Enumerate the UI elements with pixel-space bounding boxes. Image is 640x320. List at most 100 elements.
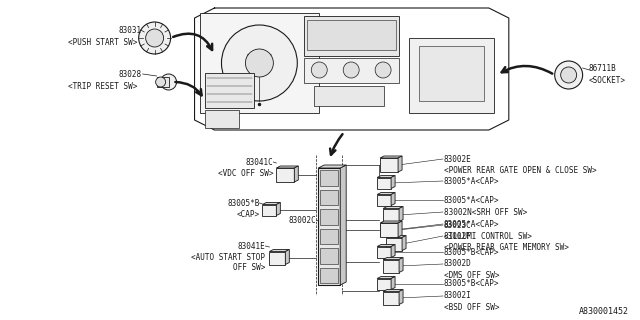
Bar: [205, 110, 239, 128]
Circle shape: [139, 22, 171, 54]
FancyArrowPatch shape: [502, 66, 552, 74]
Bar: [269, 252, 285, 265]
Polygon shape: [383, 258, 403, 260]
Text: <DMS OFF SW>: <DMS OFF SW>: [444, 270, 499, 279]
Bar: [383, 292, 399, 305]
FancyArrowPatch shape: [330, 134, 342, 155]
Text: 83023C: 83023C: [444, 220, 472, 229]
Circle shape: [161, 74, 177, 90]
Bar: [304, 16, 399, 56]
Polygon shape: [402, 236, 406, 251]
Circle shape: [146, 29, 164, 47]
Bar: [320, 170, 338, 186]
Bar: [419, 46, 484, 101]
Polygon shape: [398, 156, 402, 172]
Polygon shape: [318, 165, 346, 168]
Text: <POWER REAR GATE MEMORY SW>: <POWER REAR GATE MEMORY SW>: [444, 243, 569, 252]
Bar: [205, 73, 255, 108]
Polygon shape: [391, 276, 395, 290]
Bar: [377, 195, 391, 205]
Bar: [377, 246, 391, 258]
Text: <TRIP RESET SW>: <TRIP RESET SW>: [68, 82, 138, 91]
Bar: [320, 268, 338, 283]
Text: <CAP>: <CAP>: [236, 210, 259, 219]
Bar: [276, 168, 294, 182]
Polygon shape: [391, 244, 395, 258]
Bar: [320, 248, 338, 263]
Text: 83002E: 83002E: [444, 155, 472, 164]
Text: 83005*A<CAP>: 83005*A<CAP>: [444, 220, 499, 228]
Circle shape: [311, 62, 327, 78]
Text: <SOCKET>: <SOCKET>: [589, 76, 626, 84]
Bar: [386, 237, 402, 251]
Text: 83005*B<CAP>: 83005*B<CAP>: [444, 247, 499, 257]
FancyArrowPatch shape: [173, 34, 212, 50]
Text: 83041E: 83041E: [237, 242, 266, 251]
Circle shape: [375, 62, 391, 78]
Polygon shape: [276, 203, 280, 215]
Text: 83005*B: 83005*B: [227, 198, 259, 207]
Bar: [380, 158, 398, 172]
Bar: [200, 13, 319, 113]
Polygon shape: [380, 156, 402, 158]
Bar: [320, 209, 338, 225]
Bar: [377, 178, 391, 188]
Polygon shape: [377, 276, 395, 278]
Polygon shape: [399, 290, 403, 305]
Text: OFF SW>: OFF SW>: [233, 262, 266, 271]
Polygon shape: [262, 203, 280, 204]
Circle shape: [245, 49, 273, 77]
Polygon shape: [383, 206, 403, 209]
Text: 83005*A<CAP>: 83005*A<CAP>: [444, 177, 499, 186]
Text: A830001452: A830001452: [579, 308, 628, 316]
Bar: [409, 38, 494, 113]
Polygon shape: [377, 193, 395, 195]
Bar: [304, 58, 399, 83]
Text: <BSD OFF SW>: <BSD OFF SW>: [444, 302, 499, 311]
Polygon shape: [399, 206, 403, 221]
Circle shape: [555, 61, 582, 89]
Bar: [320, 189, 338, 205]
Text: 83002I: 83002I: [444, 292, 472, 300]
Polygon shape: [380, 221, 402, 223]
Text: 83031: 83031: [118, 26, 141, 35]
Text: 83002N<SRH OFF SW>: 83002N<SRH OFF SW>: [444, 207, 527, 217]
Circle shape: [221, 25, 298, 101]
Polygon shape: [399, 258, 403, 273]
Bar: [377, 278, 391, 290]
Polygon shape: [377, 175, 395, 178]
Polygon shape: [394, 222, 398, 236]
Polygon shape: [391, 193, 395, 205]
Bar: [307, 20, 396, 50]
Circle shape: [561, 67, 577, 83]
Bar: [157, 77, 168, 87]
Bar: [380, 223, 398, 237]
Circle shape: [156, 77, 166, 87]
Polygon shape: [383, 290, 403, 292]
Bar: [383, 209, 399, 221]
Polygon shape: [391, 175, 395, 188]
Polygon shape: [380, 222, 398, 225]
Text: <VDC OFF SW>: <VDC OFF SW>: [218, 169, 273, 178]
Polygon shape: [276, 166, 298, 168]
Text: 83002F: 83002F: [444, 231, 472, 241]
Circle shape: [343, 62, 359, 78]
Text: 83005*B<CAP>: 83005*B<CAP>: [444, 279, 499, 289]
Text: 83005*A<CAP>: 83005*A<CAP>: [444, 196, 499, 204]
Text: <PUSH START SW>: <PUSH START SW>: [68, 37, 138, 46]
Text: <ILLUMI CONTROL SW>: <ILLUMI CONTROL SW>: [444, 231, 532, 241]
Text: 86711B: 86711B: [589, 63, 616, 73]
Bar: [320, 228, 338, 244]
Polygon shape: [340, 165, 346, 285]
FancyArrowPatch shape: [175, 82, 202, 95]
Polygon shape: [377, 244, 395, 246]
Bar: [380, 225, 394, 236]
Polygon shape: [386, 236, 406, 237]
Bar: [318, 168, 340, 285]
Polygon shape: [294, 166, 298, 182]
Text: <POWER REAR GATE OPEN & CLOSE SW>: <POWER REAR GATE OPEN & CLOSE SW>: [444, 165, 596, 174]
Bar: [383, 260, 399, 273]
Polygon shape: [398, 221, 402, 237]
Text: 83041C: 83041C: [246, 157, 273, 166]
Bar: [262, 204, 276, 215]
